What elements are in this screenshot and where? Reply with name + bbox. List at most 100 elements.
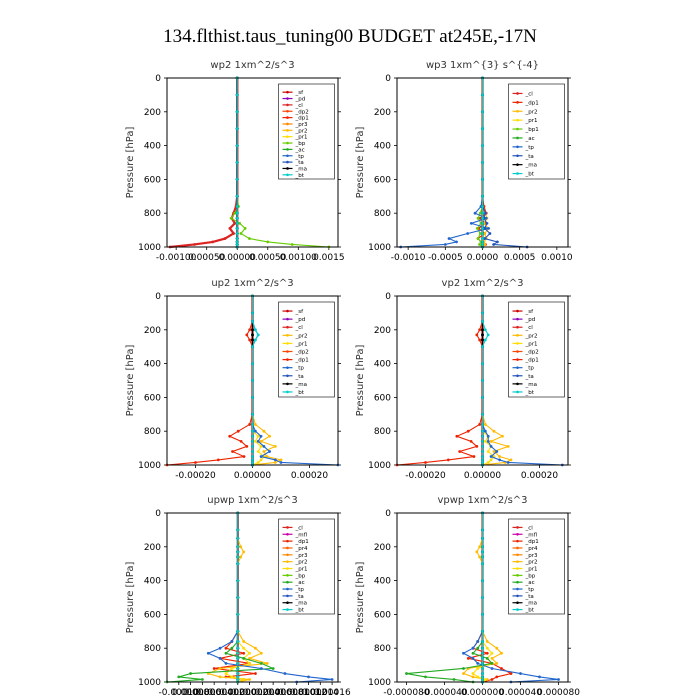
data-point-pr1	[256, 450, 260, 453]
data-point-tp	[495, 450, 499, 453]
data-point-bt	[481, 536, 484, 540]
x-tick-label: 0.0005	[504, 253, 536, 263]
legend-entry: _ac	[525, 136, 535, 142]
legend-marker-tp	[516, 366, 519, 369]
data-point-pr2	[273, 461, 277, 464]
legend-entry: _sf	[525, 309, 535, 315]
data-point-pr1	[230, 675, 234, 679]
data-point-bt	[481, 194, 484, 198]
y-tick-label: 800	[144, 644, 161, 654]
data-point-tp	[279, 461, 283, 464]
data-point-bt	[253, 338, 257, 342]
data-point-dp1	[455, 434, 459, 438]
data-point-pr2	[462, 672, 465, 675]
data-point-ac	[452, 678, 456, 681]
data-point-pr2	[268, 434, 271, 438]
data-point-bt	[251, 412, 254, 416]
data-point-ac	[189, 672, 192, 675]
data-point-tp	[476, 640, 480, 643]
data-point-bt	[481, 596, 484, 599]
data-point-bt	[481, 379, 484, 382]
legend-entry: _cl	[295, 325, 304, 331]
plot-frame	[166, 295, 339, 466]
y-axis-label: Pressure [hPa]	[125, 562, 136, 634]
data-point-bt	[251, 396, 254, 399]
data-point-bt	[236, 651, 240, 655]
legend-marker-tp	[286, 366, 289, 369]
data-point-pr2	[273, 445, 277, 448]
x-tick-label: 0.000040	[499, 688, 542, 698]
legend-entry: _ta	[525, 594, 534, 600]
legend-marker-tp	[286, 587, 289, 591]
data-point-bt	[481, 232, 484, 235]
data-point-ac	[271, 667, 275, 670]
legend-marker-pr3	[516, 553, 519, 557]
data-point-bt	[251, 458, 254, 462]
x-tick-label: 0.0015	[313, 253, 345, 263]
data-point-pr2	[254, 646, 257, 650]
legend-entry: _dp1	[525, 358, 539, 364]
data-point-pr2	[495, 662, 499, 665]
legend-entry: _dp1	[525, 539, 539, 545]
x-tick-label: 0.000080	[537, 688, 580, 698]
data-point-pr2	[239, 545, 243, 549]
legend-box	[508, 83, 565, 180]
x-tick-label: 0.00004	[243, 688, 280, 698]
legend-marker-cl	[286, 103, 289, 107]
figure-title: 134.flthist.taus_tuning00 BUDGET at245E,…	[163, 26, 537, 47]
data-point-tp	[557, 678, 560, 681]
legend-marker-pr2	[286, 560, 289, 563]
y-axis-label: Pressure [hPa]	[125, 345, 136, 417]
legend-entry: _ta	[295, 594, 304, 600]
data-point-tp	[462, 651, 465, 655]
data-point-cl	[211, 240, 215, 244]
legend-entry: _pr3	[295, 122, 309, 128]
data-point-ma	[481, 338, 484, 342]
data-point-bt	[481, 319, 484, 323]
data-point-bt	[481, 651, 484, 655]
y-axis-label: Pressure [hPa]	[355, 345, 366, 417]
data-point-ma	[251, 328, 254, 332]
chart-panel-3: up2 1xm^2/s^3 Pressure [hPa] 0 200 400 600 800…	[125, 278, 341, 481]
data-point-bt	[481, 429, 484, 433]
legend-entry: _bt	[525, 608, 535, 614]
y-tick-label: 200	[374, 108, 391, 118]
data-point-bp	[290, 243, 294, 246]
data-point-bp	[248, 237, 251, 240]
data-point-ac	[490, 662, 494, 665]
legend-entry: _cl	[295, 525, 304, 531]
data-point-tp	[259, 434, 263, 438]
legend-entry: _pr1	[525, 118, 538, 124]
data-point-dp1	[500, 667, 503, 670]
x-tick-label: -0.000040	[421, 688, 467, 698]
data-point-bt	[236, 545, 240, 549]
legend-entry: _ac	[295, 580, 305, 586]
data-point-pr2	[483, 243, 487, 246]
y-tick-label: 0	[155, 509, 161, 519]
panel-title: wp2 1xm^2/s^3	[210, 60, 294, 71]
legend-marker-dp1	[286, 539, 289, 543]
data-point-bt	[235, 221, 239, 225]
data-point-bp	[229, 216, 233, 220]
data-point-bt	[236, 562, 240, 566]
data-point-bt	[251, 379, 254, 382]
x-tick-label: 0.00002	[231, 688, 268, 698]
data-point-tp	[487, 227, 490, 230]
data-point-bp	[239, 232, 243, 235]
data-point-dp1	[194, 461, 197, 464]
data-point-bp	[233, 211, 237, 215]
data-point-pr2	[265, 662, 269, 665]
data-point-ac	[462, 667, 465, 670]
legend-marker-bt	[516, 172, 519, 175]
legend-entry: _ma	[295, 166, 307, 172]
data-point-bt	[256, 333, 260, 337]
data-point-ma	[251, 338, 254, 342]
data-point-bt	[481, 550, 484, 554]
data-point-bt	[236, 536, 240, 540]
data-point-ta	[488, 232, 492, 235]
legend-marker-pr4	[516, 546, 519, 550]
data-point-pr2	[279, 458, 283, 462]
y-tick-label: 600	[374, 610, 391, 620]
data-point-bt	[251, 450, 254, 453]
y-tick-label: 0	[155, 292, 161, 302]
